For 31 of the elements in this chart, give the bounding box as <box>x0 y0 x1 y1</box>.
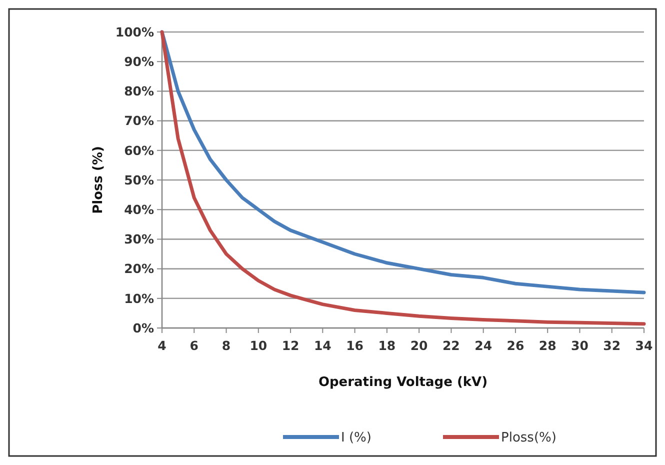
x-tick-label: 10 <box>250 338 268 353</box>
x-tick-label: 16 <box>346 338 364 353</box>
x-tick-label: 20 <box>410 338 428 353</box>
legend-label: Ploss(%) <box>501 430 556 446</box>
x-tick-label: 12 <box>282 338 300 353</box>
y-tick-label: 90% <box>124 54 154 69</box>
y-tick-label: 0% <box>132 320 154 336</box>
x-axis-title: Operating Voltage (kV) <box>318 375 488 390</box>
y-tick-label: 60% <box>124 142 154 158</box>
x-tick-label: 14 <box>314 338 332 353</box>
y-tick-label: 10% <box>124 290 154 306</box>
x-tick-label: 32 <box>603 338 621 353</box>
x-tick-label: 4 <box>158 338 167 353</box>
y-axis-title: Ploss (%) <box>91 146 106 214</box>
legend-label: I (%) <box>341 430 372 446</box>
y-tick-label: 20% <box>124 261 154 276</box>
y-tick-label: 80% <box>124 84 154 99</box>
y-tick-label: 40% <box>124 202 154 217</box>
x-tick-label: 8 <box>222 338 231 353</box>
x-tick-label: 6 <box>190 338 199 353</box>
x-tick-label: 26 <box>506 338 524 353</box>
x-tick-label: 34 <box>635 338 653 353</box>
y-tick-label: 50% <box>124 172 154 188</box>
y-tick-label: 100% <box>115 24 154 40</box>
x-tick-label: 18 <box>378 338 396 353</box>
y-tick-label: 70% <box>124 113 154 128</box>
x-tick-label: 30 <box>571 338 589 353</box>
x-tick-label: 28 <box>538 338 556 353</box>
x-tick-label: 24 <box>474 338 492 353</box>
y-tick-label: 30% <box>124 232 154 247</box>
x-tick-label: 22 <box>442 338 460 353</box>
